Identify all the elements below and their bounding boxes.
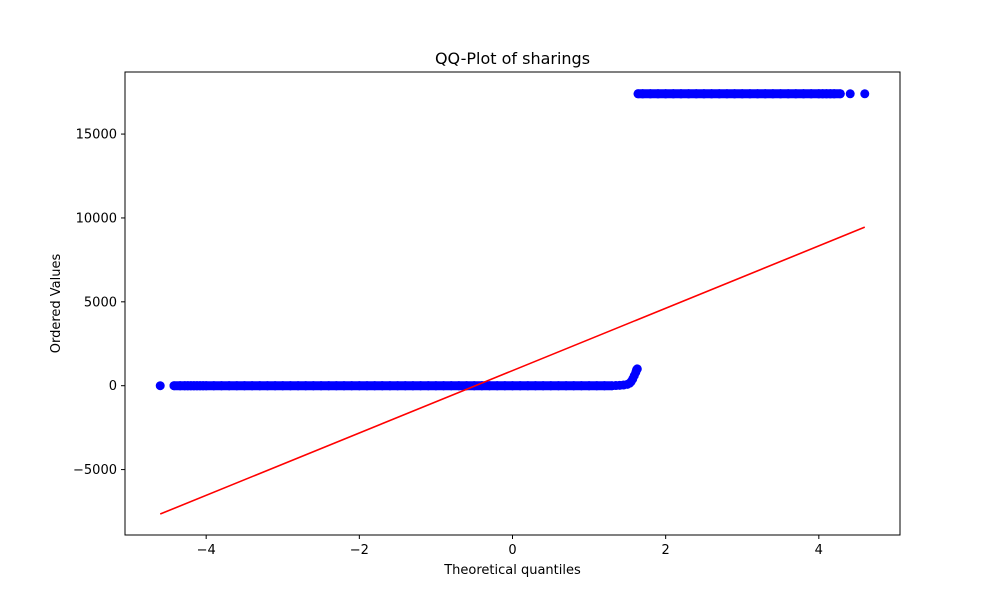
y-axis-ticks: −5000 0 5000 10000 15000 — [73, 128, 125, 478]
x-tick-label: 0 — [508, 543, 516, 558]
y-tick-label: 0 — [109, 379, 117, 394]
x-tick-label: 2 — [662, 543, 670, 558]
x-tick-label: −2 — [350, 543, 369, 558]
x-tick-label: −4 — [197, 543, 216, 558]
plot-area — [125, 72, 900, 535]
reference-line — [159, 226, 866, 515]
y-axis-label: Ordered Values — [49, 254, 64, 354]
chart-title: QQ-Plot of sharings — [435, 49, 590, 68]
plot-background — [125, 72, 900, 535]
qq-point — [632, 364, 642, 374]
x-axis-label: Theoretical quantiles — [443, 563, 581, 578]
series-layer — [155, 89, 870, 515]
y-tick-label: 10000 — [76, 211, 117, 226]
qq-point — [155, 381, 165, 391]
qq-point — [860, 89, 870, 99]
x-tick-label: 4 — [815, 543, 823, 558]
qq-point — [845, 89, 855, 99]
y-tick-label: −5000 — [73, 463, 117, 478]
x-axis-ticks: −4 −2 0 2 4 — [197, 535, 823, 558]
y-tick-label: 15000 — [76, 128, 117, 143]
y-tick-label: 5000 — [84, 295, 117, 310]
